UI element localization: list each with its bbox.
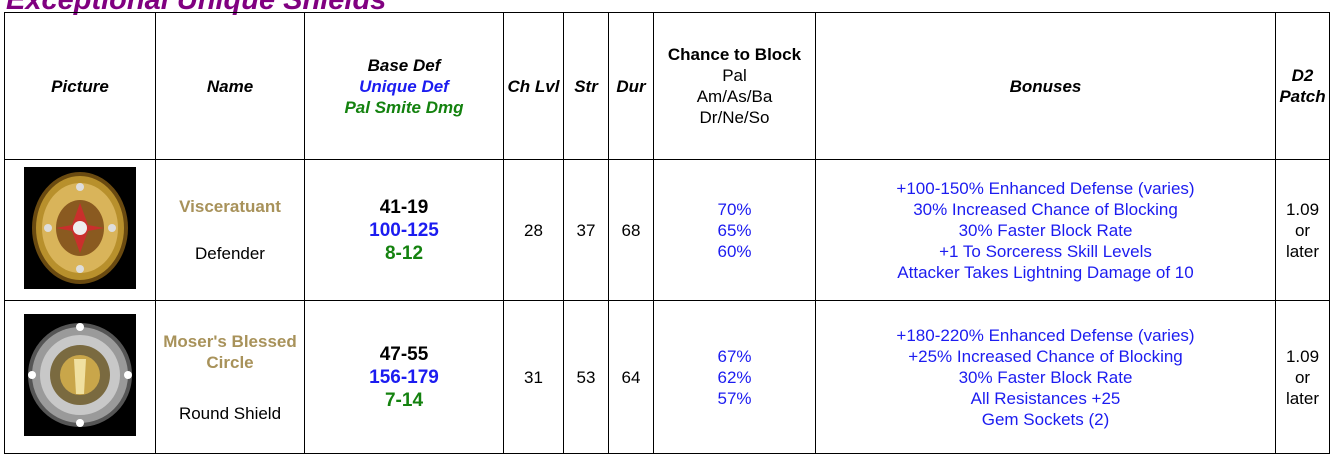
header-cell: Ch Lvl <box>504 13 564 160</box>
bonus: 30% Faster Block Rate <box>818 367 1273 388</box>
patch-cell: 1.09 or later <box>1276 160 1330 301</box>
bonus: +100-150% Enhanced Defense (varies) <box>818 178 1273 199</box>
bonus: Attacker Takes Lightning Damage of 10 <box>818 262 1273 283</box>
ch-lvl-cell: 31 <box>504 301 564 454</box>
defense-value: 41-19 <box>307 196 501 219</box>
block-value: 67% <box>656 346 813 367</box>
block-value: 60% <box>656 241 813 262</box>
picture-cell <box>5 301 156 454</box>
item-base: Defender <box>158 243 302 264</box>
block-value: 65% <box>656 220 813 241</box>
header-cell: Str <box>564 13 609 160</box>
defense-value: 47-55 <box>307 343 501 366</box>
bonus: +180-220% Enhanced Defense (varies) <box>818 325 1273 346</box>
bonuses-cell: +100-150% Enhanced Defense (varies)30% I… <box>816 160 1276 301</box>
header-cell: Dur <box>609 13 654 160</box>
header-line: Dr/Ne/So <box>656 107 813 128</box>
defense-value: 7-14 <box>307 389 501 412</box>
item-name: Visceratuant <box>158 196 302 217</box>
header-cell: Name <box>156 13 305 160</box>
header-cell: D2 Patch <box>1276 13 1330 160</box>
dur-cell: 68 <box>609 160 654 301</box>
header-cell: Bonuses <box>816 13 1276 160</box>
header-line: Base Def <box>307 55 501 76</box>
name-cell: Moser's Blessed Circle Round Shield <box>156 301 305 454</box>
bonus: 30% Faster Block Rate <box>818 220 1273 241</box>
header-cell: Chance to Block Pal Am/As/Ba Dr/Ne/So <box>654 13 816 160</box>
block-value: 62% <box>656 367 813 388</box>
header-cell: Picture <box>5 13 156 160</box>
block-cell: 67%62%57% <box>654 301 816 454</box>
defense-value: 156-179 <box>307 366 501 389</box>
bonus: All Resistances +25 <box>818 388 1273 409</box>
header-line: Unique Def <box>307 76 501 97</box>
block-value: 57% <box>656 388 813 409</box>
str-cell: 53 <box>564 301 609 454</box>
item-base: Round Shield <box>158 403 302 424</box>
header-line: Am/As/Ba <box>656 86 813 107</box>
header-line: Pal <box>656 65 813 86</box>
item-name: Moser's Blessed Circle <box>158 331 302 373</box>
page: {"title": "Exceptional Unique Shields", … <box>0 0 1330 454</box>
dur-cell: 64 <box>609 301 654 454</box>
defense-value: 100-125 <box>307 219 501 242</box>
ch-lvl-cell: 28 <box>504 160 564 301</box>
name-cell: Visceratuant Defender <box>156 160 305 301</box>
defense-value: 8-12 <box>307 242 501 265</box>
bonus: Gem Sockets (2) <box>818 409 1273 430</box>
header-row: Picture Name Base Def Unique Def Pal Smi… <box>5 13 1330 160</box>
shields-table: Picture Name Base Def Unique Def Pal Smi… <box>4 12 1330 454</box>
bonuses-cell: +180-220% Enhanced Defense (varies)+25% … <box>816 301 1276 454</box>
shield-icon <box>24 314 136 436</box>
bonus: 30% Increased Chance of Blocking <box>818 199 1273 220</box>
block-value: 70% <box>656 199 813 220</box>
patch-cell: 1.09 or later <box>1276 301 1330 454</box>
bonus: +25% Increased Chance of Blocking <box>818 346 1273 367</box>
header-line: Pal Smite Dmg <box>307 97 501 118</box>
header-cell: Base Def Unique Def Pal Smite Dmg <box>305 13 504 160</box>
shield-icon <box>24 167 136 289</box>
bonus: +1 To Sorceress Skill Levels <box>818 241 1273 262</box>
picture-cell <box>5 160 156 301</box>
str-cell: 37 <box>564 160 609 301</box>
block-cell: 70%65%60% <box>654 160 816 301</box>
header-line: Chance to Block <box>656 44 813 65</box>
